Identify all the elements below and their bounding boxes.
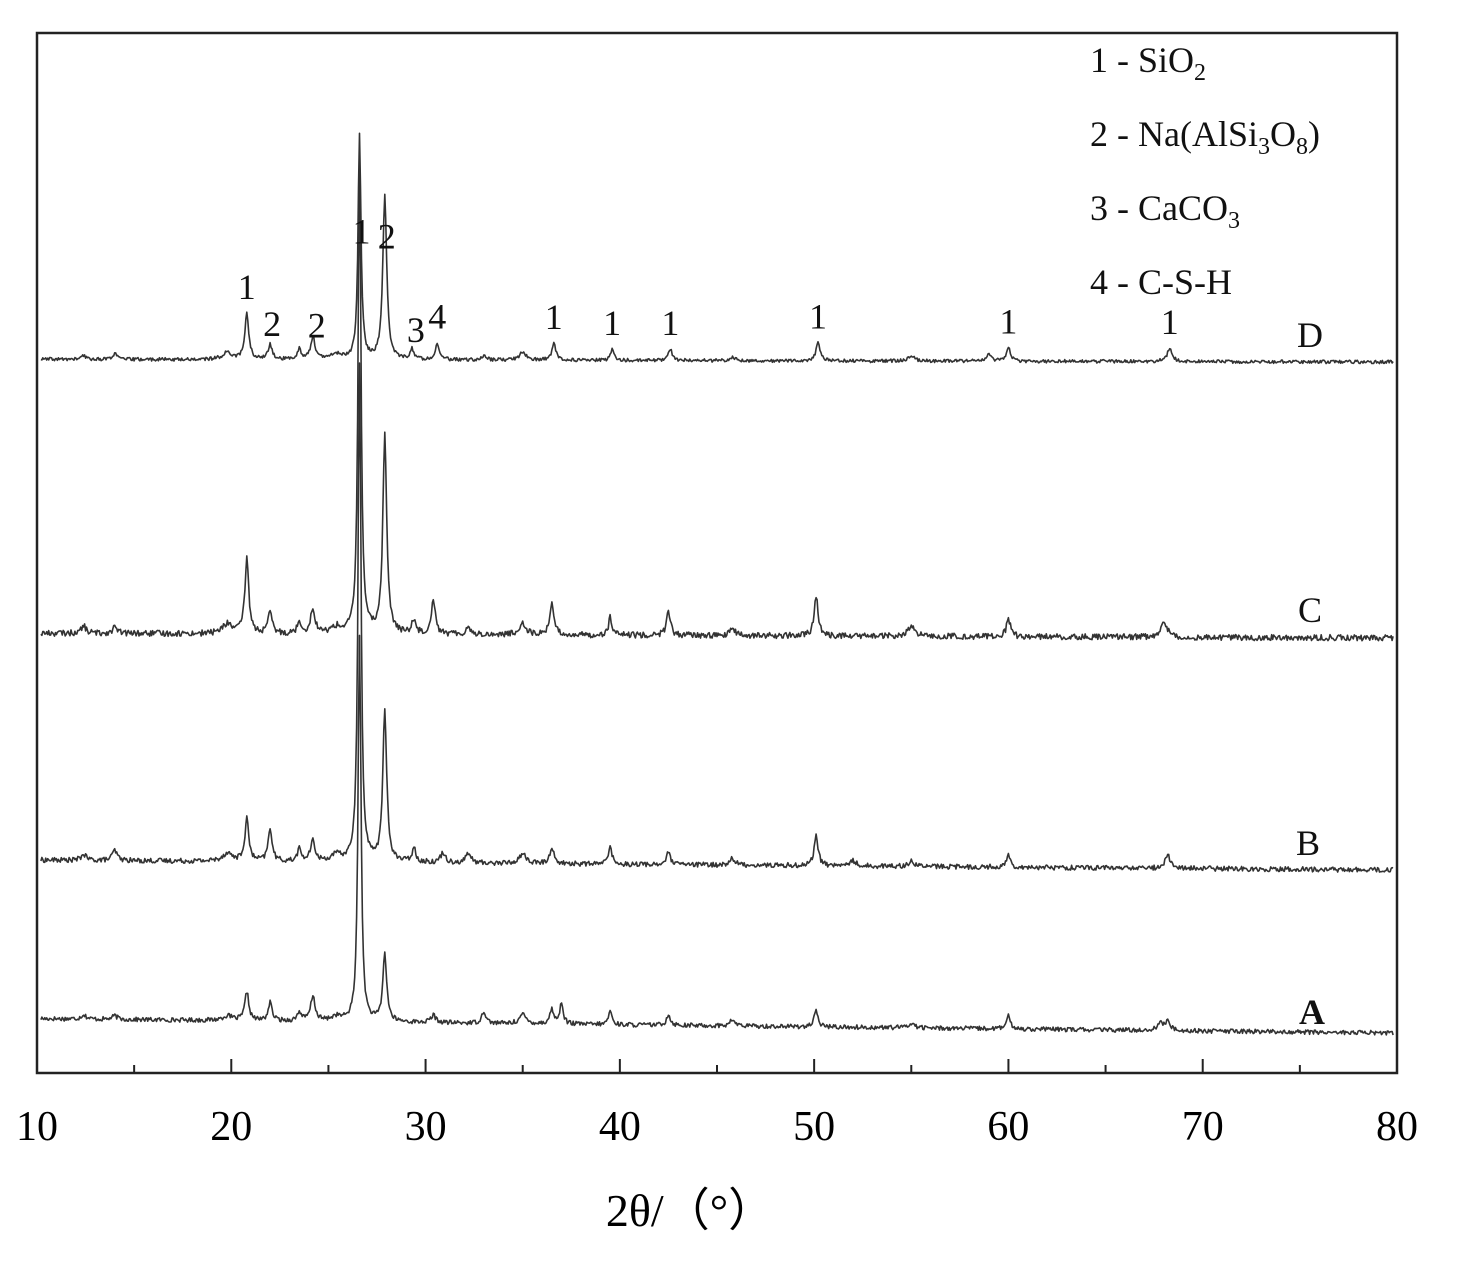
series-line-d: [40, 132, 1394, 365]
peak-label: 4: [428, 297, 446, 337]
x-tick-label: 70: [1182, 1104, 1224, 1150]
series-line-a: [40, 634, 1394, 1036]
legend-formula-text: CaCO: [1138, 188, 1228, 228]
series-traces: [40, 132, 1394, 1036]
x-tick-label: 20: [210, 1104, 252, 1150]
legend-entry: 2 - Na(AlSi3​O8​): [1090, 114, 1320, 160]
legend-formula-text: SiO: [1138, 40, 1194, 80]
x-tick-label: 40: [599, 1104, 641, 1150]
x-tick-label: 50: [793, 1104, 835, 1150]
x-axis-title: 2θ/（°）: [606, 1185, 774, 1236]
peak-label: 1: [238, 267, 256, 307]
legend-number: 4 -: [1090, 262, 1138, 302]
legend-formula-subscript: 3: [1228, 208, 1240, 234]
legend-formula-text: ): [1308, 114, 1320, 154]
peak-label: 1: [809, 296, 827, 336]
x-tick-label: 30: [405, 1104, 447, 1150]
legend-number: 2 -: [1090, 114, 1138, 154]
legend-number: 1 -: [1090, 40, 1138, 80]
series-label-a: A: [1299, 992, 1325, 1032]
series-labels: A B C D: [1296, 315, 1325, 1032]
peak-labels: 12 21 23 4 1 1 1 1 1 1: [238, 211, 1179, 350]
peak-label: 3: [407, 310, 425, 350]
series-line-c: [40, 161, 1394, 642]
peak-label: 1: [603, 303, 621, 343]
legend-formula-text: Na(AlSi: [1138, 114, 1258, 154]
x-tick-label: 10: [16, 1104, 58, 1150]
legend-formula-subscript: 3: [1258, 134, 1270, 160]
peak-label: 1: [661, 303, 679, 343]
peak-label: 1: [353, 211, 371, 251]
series-line-b: [40, 362, 1394, 873]
peak-label: 2: [308, 305, 326, 345]
legend-formula-text: C-S-H: [1138, 262, 1232, 302]
peak-label: 2: [378, 217, 396, 257]
legend-formula-text: O: [1270, 114, 1296, 154]
legend-formula-subscript: 8: [1296, 134, 1308, 160]
peak-label: 2: [263, 304, 281, 344]
peak-label: 1: [1161, 302, 1179, 342]
legend-number: 3 -: [1090, 188, 1138, 228]
series-label-c: C: [1298, 590, 1322, 630]
legend-entry: 1 - SiO2​: [1090, 40, 1206, 86]
legend-formula-subscript: 2: [1194, 60, 1206, 86]
legend: 1 - SiO2​ 2 - Na(AlSi3​O8​) 3 - CaCO3​ 4 - …: [1090, 40, 1320, 302]
peak-label: 1: [999, 301, 1017, 341]
legend-entry: 3 - CaCO3​: [1090, 188, 1240, 234]
legend-entry: 4 - C-S-H: [1090, 262, 1232, 302]
x-tick-label: 80: [1376, 1104, 1418, 1150]
x-tick-label: 60: [987, 1104, 1029, 1150]
peak-label: 1: [545, 297, 563, 337]
series-label-d: D: [1297, 315, 1323, 355]
x-axis: 10 20 30 40 50 60 70 80: [16, 1059, 1418, 1150]
series-label-b: B: [1296, 823, 1320, 863]
